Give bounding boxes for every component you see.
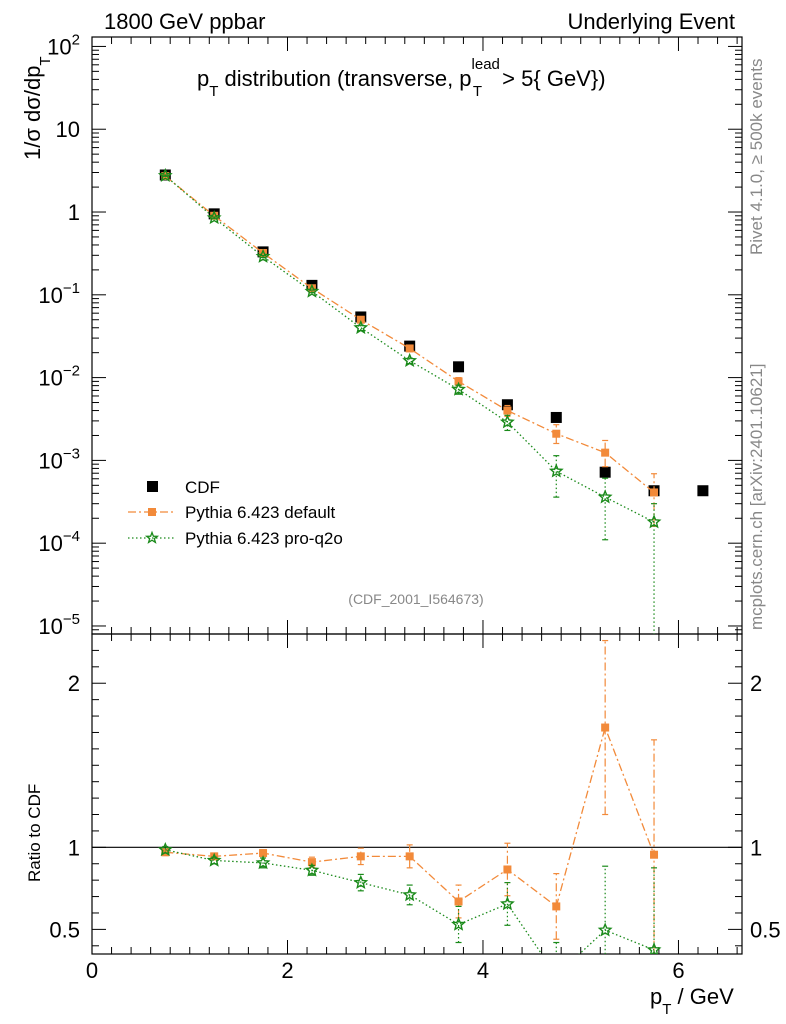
point-pythia-6-423-default	[650, 488, 659, 497]
ratio-point-pythia-6-423-default	[356, 852, 365, 861]
y-tick-label: 10−1	[38, 280, 80, 308]
legend-marker-cdf	[147, 481, 158, 492]
analysis-id-watermark: (CDF_2001_I564673)	[348, 591, 483, 607]
ratio-line-pythia-6-423-default	[165, 725, 655, 908]
legend-marker-default	[148, 508, 156, 516]
point-pythia-6-423-pro-q2o	[451, 381, 466, 396]
point-pythia-6-423-default	[259, 248, 268, 257]
point-cdf	[501, 399, 513, 411]
ratio-tick-label-left: 0.5	[49, 917, 80, 942]
point-pythia-6-423-pro-q2o	[499, 414, 515, 429]
ratio-point-pythia-6-423-pro-q2o	[206, 852, 222, 867]
point-pythia-6-423-pro-q2o	[402, 352, 418, 368]
tick-labels: 0 2 4 6 102 10 1 10−1 10−2 10−3 10−4 10−5 2 2 1 1 0.5 0.5	[38, 31, 780, 983]
point-pythia-6-423-pro-q2o	[646, 514, 662, 529]
ratio-point-pythia-6-423-pro-q2o	[551, 969, 562, 980]
ratio-point-pythia-6-423-pro-q2o	[499, 896, 515, 911]
y-tick-label: 1	[68, 200, 80, 225]
point-cdf	[599, 466, 611, 478]
main-plot-series	[157, 167, 709, 634]
ratio-point-pythia-6-423-pro-q2o	[255, 855, 271, 870]
ratio-point-pythia-6-423-pro-q2o	[646, 942, 662, 954]
ratio-point-pythia-6-423-default	[552, 902, 561, 911]
point-pythia-6-423-default	[405, 344, 414, 353]
ratio-tick-label-left: 2	[68, 671, 80, 696]
point-pythia-6-423-default	[307, 284, 316, 293]
ratio-tick-label-right: 2	[750, 671, 762, 696]
legend-label-cdf: CDF	[185, 478, 220, 497]
point-pythia-6-423-pro-q2o	[206, 210, 222, 225]
ratio-tick-label-right: 1	[750, 835, 762, 860]
point-pythia-6-423-default	[356, 315, 365, 324]
ratio-plot-frame	[91, 633, 743, 955]
point-pythia-6-423-default	[601, 448, 610, 457]
ratio-point-pythia-6-423-default	[503, 865, 512, 874]
legend-label-proq2o: Pythia 6.423 pro-q2o	[185, 529, 343, 548]
ratio-point-pythia-6-423-default	[454, 897, 463, 906]
ratio-point-pythia-6-423-default	[405, 852, 414, 861]
ratio-tick-label-left: 1	[68, 835, 80, 860]
mcplots-credit: mcplots.cern.ch [arXiv:2401.10621]	[747, 364, 766, 630]
y-axis-label: 1/σ dσ/dpT	[20, 56, 54, 160]
legend-label-default: Pythia 6.423 default	[185, 503, 336, 522]
x-tick-label: 2	[281, 958, 293, 983]
x-tick-label: 6	[672, 958, 684, 983]
ratio-point-pythia-6-423-pro-q2o	[597, 922, 613, 937]
point-pythia-6-423-default	[210, 211, 219, 220]
ratio-axis-label: Ratio to CDF	[25, 784, 44, 882]
ratio-point-pythia-6-423-default	[307, 858, 316, 867]
axis-ticks	[91, 37, 742, 954]
ratio-point-pythia-6-423-pro-q2o	[402, 887, 418, 902]
rivet-version-note: Rivet 4.1.0, ≥ 500k events	[747, 59, 766, 255]
header-right: Underlying Event	[567, 9, 735, 34]
plot-title: pT distribution (transverse, plead T > 5{…	[197, 56, 606, 100]
point-pythia-6-423-pro-q2o	[157, 167, 173, 182]
point-pythia-6-423-pro-q2o	[304, 283, 320, 298]
y-tick-label: 102	[47, 31, 80, 59]
ratio-point-pythia-6-423-default	[601, 723, 610, 732]
legend-marker-proq2o	[144, 530, 160, 544]
y-tick-label: 10−5	[38, 611, 80, 639]
point-pythia-6-423-default	[454, 377, 463, 386]
point-pythia-6-423-pro-q2o	[255, 248, 271, 263]
ratio-plot-series	[157, 639, 662, 980]
point-pythia-6-423-default	[503, 406, 512, 415]
header-left: 1800 GeV ppbar	[104, 9, 265, 34]
point-cdf	[697, 485, 709, 497]
x-tick-label: 0	[86, 958, 98, 983]
point-pythia-6-423-pro-q2o	[548, 463, 564, 478]
legend: CDF Pythia 6.423 default Pythia 6.423 pr…	[128, 478, 343, 548]
ratio-tick-label-right: 0.5	[750, 917, 781, 942]
ratio-point-pythia-6-423-pro-q2o	[451, 916, 466, 931]
x-axis-label: pT / GeV	[650, 984, 734, 1018]
point-pythia-6-423-pro-q2o	[353, 319, 369, 335]
y-tick-label: 10−4	[38, 528, 80, 556]
point-cdf	[550, 411, 562, 423]
y-tick-label: 10	[56, 117, 80, 142]
point-pythia-6-423-default	[552, 429, 561, 438]
ratio-point-pythia-6-423-pro-q2o	[157, 841, 173, 857]
series-line-pythia-6-423-default	[164, 175, 655, 493]
ratio-point-pythia-6-423-pro-q2o	[353, 874, 369, 889]
point-cdf	[453, 361, 465, 373]
y-tick-label: 10−3	[38, 445, 80, 473]
ratio-point-pythia-6-423-default	[210, 852, 219, 861]
ratio-point-pythia-6-423-default	[650, 850, 659, 859]
point-pythia-6-423-pro-q2o	[597, 489, 613, 504]
ratio-line-pythia-6-423-pro-q2o	[165, 849, 655, 954]
x-tick-label: 4	[477, 958, 489, 983]
ratio-point-pythia-6-423-pro-q2o	[304, 862, 320, 877]
ratio-point-pythia-6-423-default	[259, 849, 268, 858]
y-tick-label: 10−2	[38, 363, 80, 391]
